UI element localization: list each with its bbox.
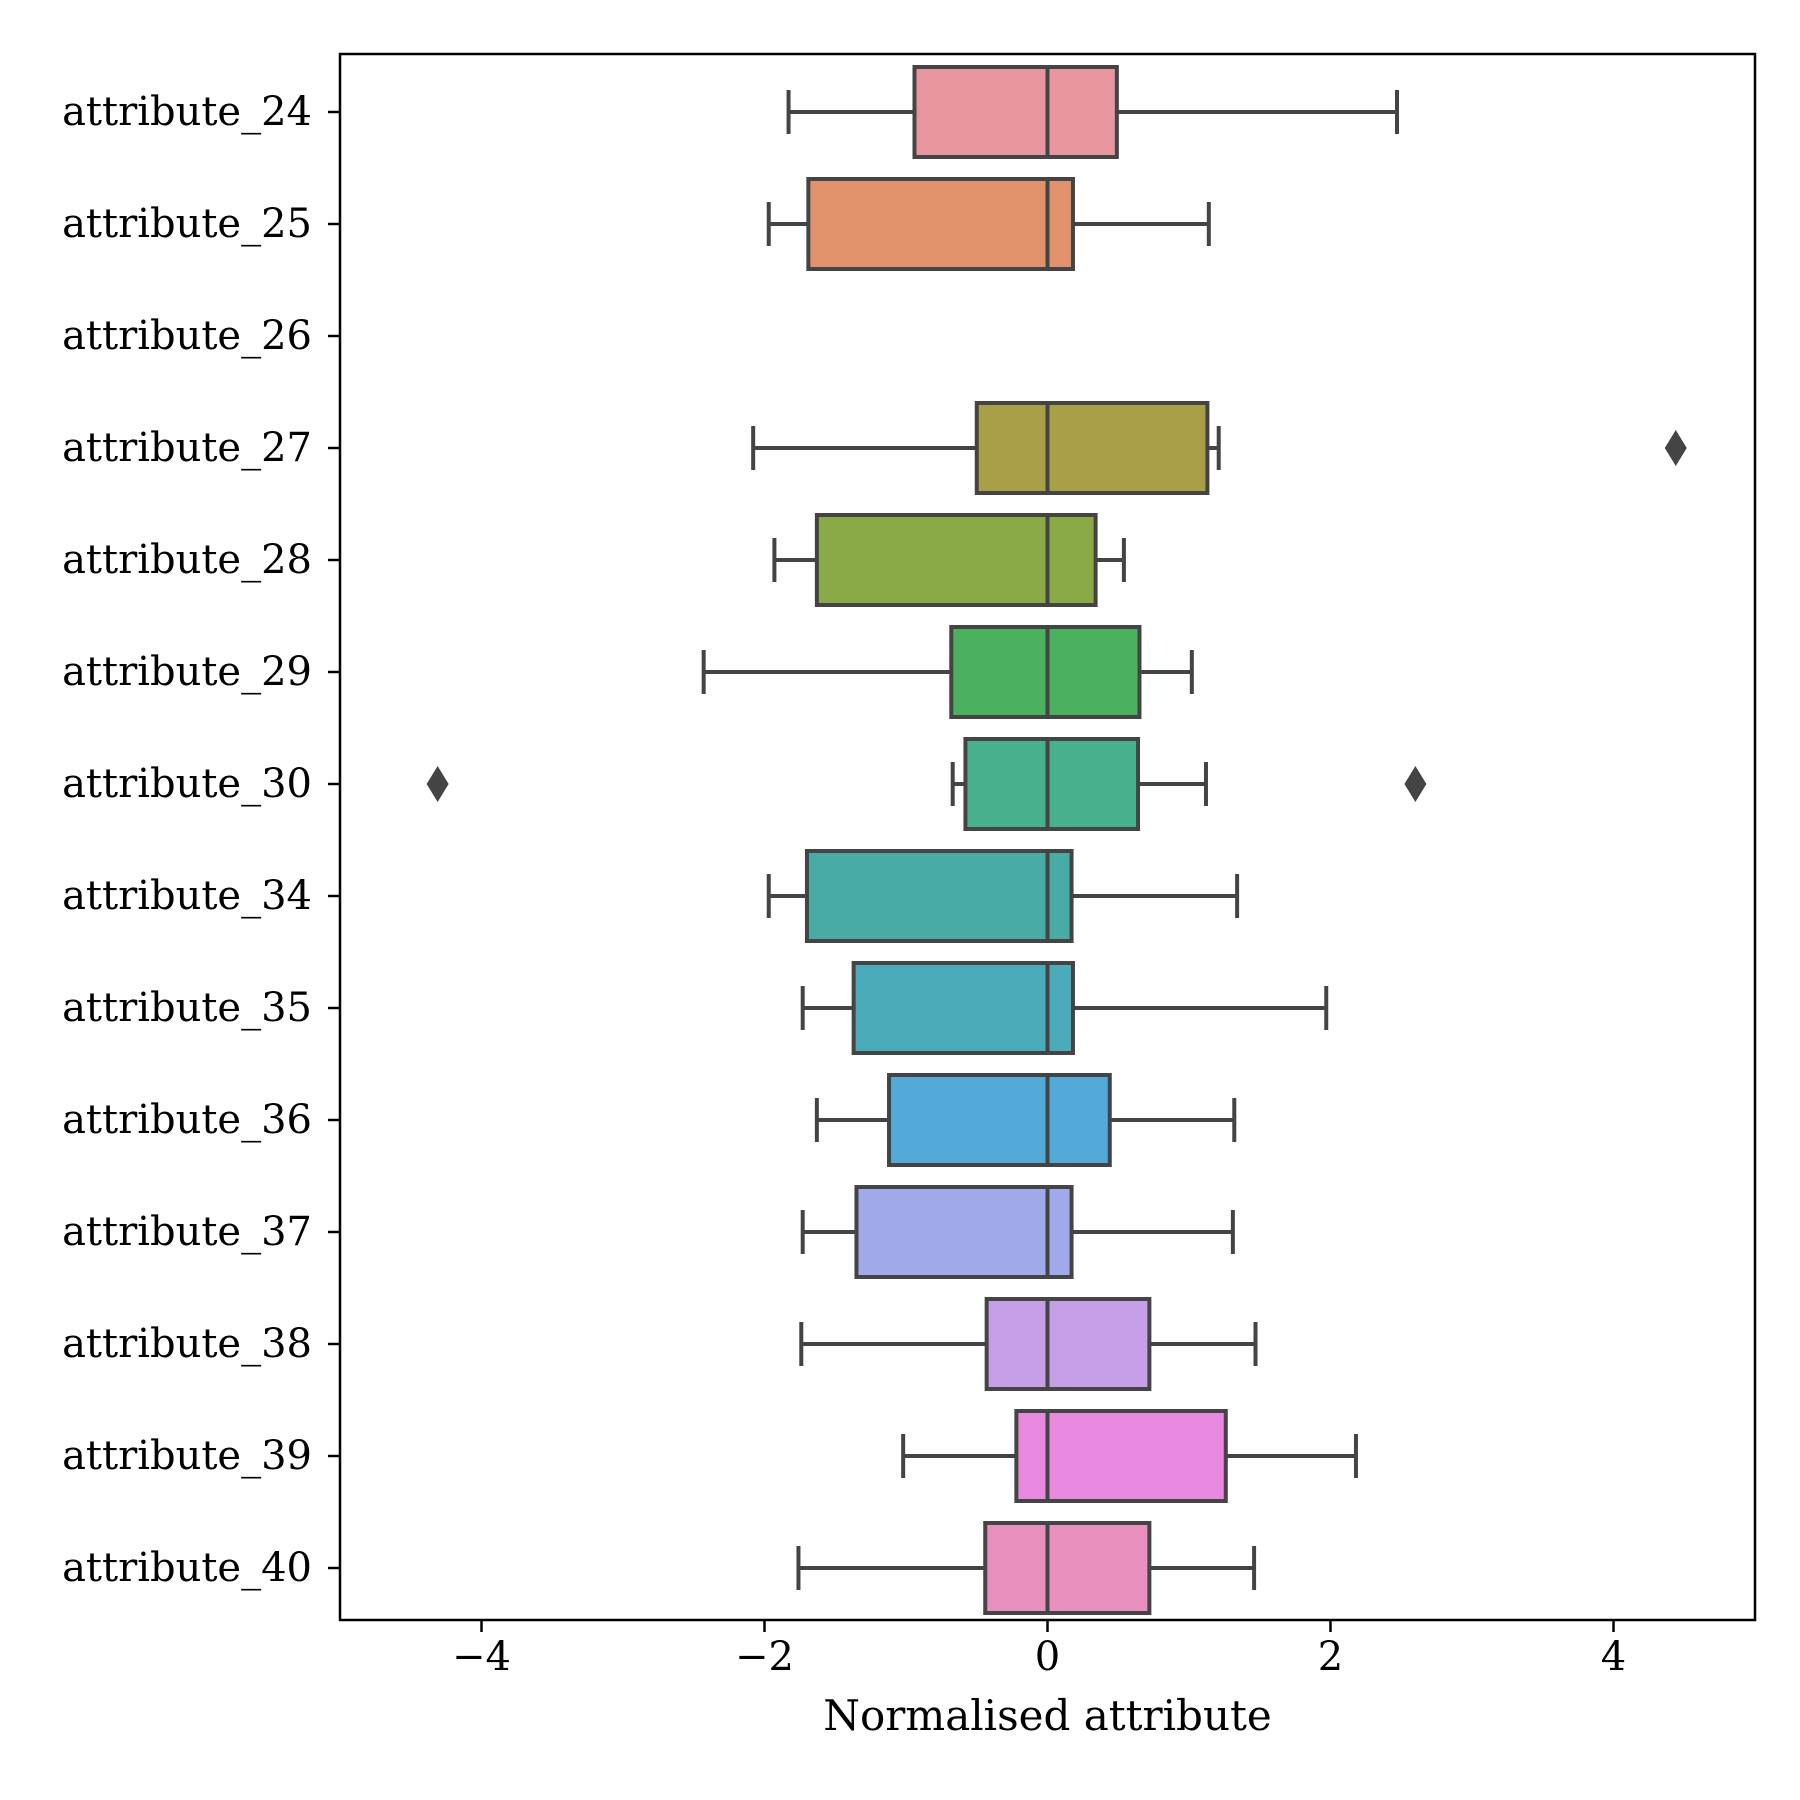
box-group-attribute_39: [901, 1409, 1358, 1503]
plot-frame: [338, 52, 1757, 1622]
y-tick-label: attribute_25: [62, 201, 312, 247]
box-iqr: [804, 849, 1074, 943]
box-iqr: [983, 1521, 1152, 1615]
box-iqr: [949, 625, 1142, 719]
box-group-attribute_37: [800, 1185, 1235, 1279]
y-tick-label: attribute_37: [62, 1209, 312, 1255]
x-tick-label: 4: [1601, 1634, 1626, 1680]
outlier-point: [426, 766, 449, 802]
y-tick-label: attribute_30: [62, 761, 312, 807]
box-iqr: [854, 1185, 1074, 1279]
box-iqr: [814, 513, 1098, 607]
y-tick-label: attribute_35: [62, 985, 312, 1031]
box-group-attribute_24: [786, 65, 1400, 159]
box-iqr: [912, 65, 1119, 159]
y-tick-label: attribute_26: [62, 313, 312, 359]
box-iqr: [984, 1297, 1152, 1391]
box-iqr: [851, 961, 1075, 1055]
x-tick-label: −4: [452, 1634, 511, 1680]
x-tick-label: 2: [1318, 1634, 1343, 1680]
y-tick-label: attribute_39: [62, 1433, 312, 1479]
box-iqr: [887, 1073, 1112, 1167]
box-iqr: [974, 401, 1210, 495]
box-iqr: [963, 737, 1141, 831]
box-group-attribute_34: [766, 849, 1240, 943]
outlier-point: [1404, 766, 1427, 802]
y-tick-label: attribute_38: [62, 1321, 312, 1367]
y-tick-label: attribute_28: [62, 537, 312, 583]
y-tick-label: attribute_34: [62, 873, 312, 919]
x-tick-label: 0: [1035, 1634, 1060, 1680]
box-group-attribute_28: [772, 513, 1126, 607]
y-tick-label: attribute_36: [62, 1097, 312, 1143]
box-group-attribute_25: [766, 177, 1211, 271]
x-tick-label: −2: [735, 1634, 794, 1680]
box-iqr: [806, 177, 1075, 271]
y-tick-label: attribute_29: [62, 649, 312, 695]
box-group-attribute_27: [751, 401, 1687, 495]
x-axis-title: Normalised attribute: [823, 1691, 1271, 1740]
box-group-attribute_36: [814, 1073, 1237, 1167]
box-group-attribute_38: [799, 1297, 1258, 1391]
outlier-point: [1664, 430, 1687, 466]
box-group-attribute_29: [701, 625, 1194, 719]
y-tick-label: attribute_40: [62, 1545, 312, 1591]
box-group-attribute_40: [796, 1521, 1257, 1615]
box-group-attribute_30: [426, 737, 1427, 831]
box-iqr: [1014, 1409, 1228, 1503]
y-tick-label: attribute_24: [62, 89, 312, 135]
y-tick-label: attribute_27: [62, 425, 312, 471]
box-group-attribute_35: [800, 961, 1329, 1055]
